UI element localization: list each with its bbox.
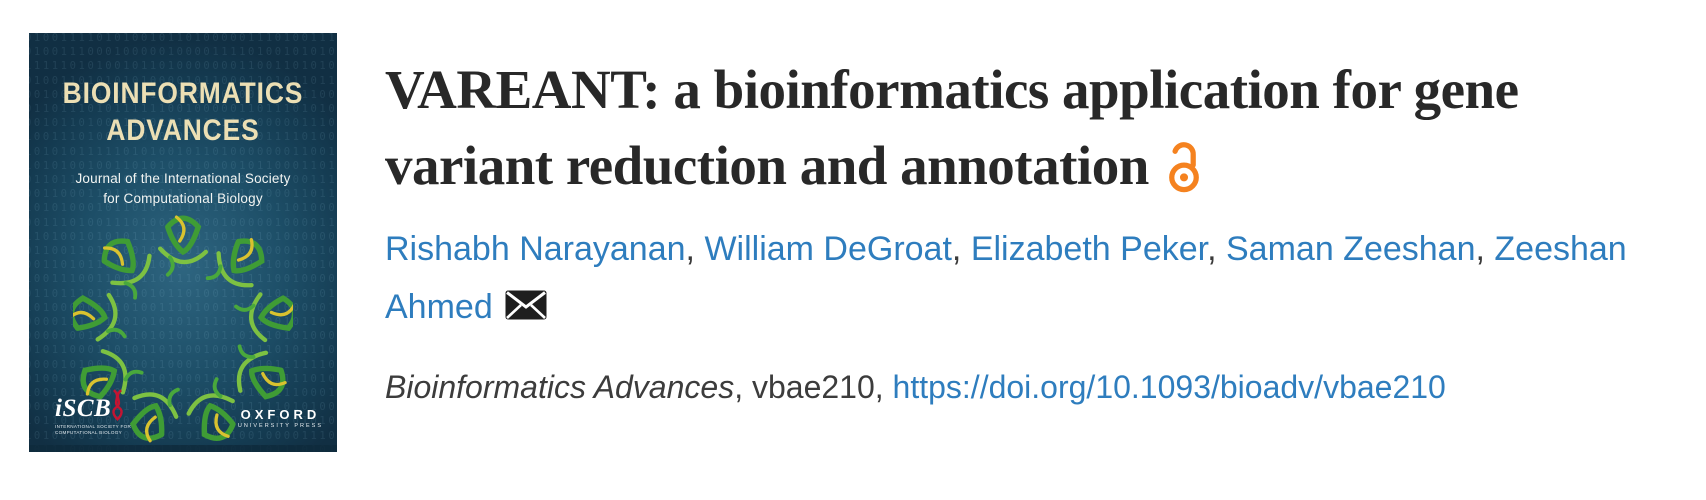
journal-subtitle: Journal of the International Society for… [29, 169, 337, 209]
oup-logo: OXFORD UNIVERSITY PRESS [238, 408, 323, 430]
journal-cover[interactable]: 0100111101010010110100000111010011101001… [29, 33, 337, 452]
author-separator: , [1207, 230, 1226, 268]
author-link[interactable]: Elizabeth Peker [970, 230, 1208, 268]
open-access-icon[interactable] [1163, 138, 1205, 194]
iscb-sub-line1: INTERNATIONAL SOCIETY FOR [55, 424, 132, 429]
article-header: VAREANT: a bioinformatics application fo… [385, 52, 1680, 408]
citation-middle: , vbae210, [734, 369, 893, 405]
article-title-text: VAREANT: a bioinformatics application fo… [385, 59, 1519, 196]
oup-logo-line2: UNIVERSITY PRESS [237, 423, 323, 429]
author-separator: , [951, 230, 971, 268]
journal-title-line2: ADVANCES [106, 114, 260, 147]
author-link[interactable]: Rishabh Narayanan [385, 230, 686, 268]
article-title: VAREANT: a bioinformatics application fo… [385, 52, 1680, 204]
journal-subtitle-line2: for Computational Biology [103, 191, 263, 206]
journal-title-line1: BIOINFORMATICS [62, 77, 304, 110]
authors-list: Rishabh Narayanan, William DeGroat, Eliz… [385, 230, 1627, 326]
journal-subtitle-line1: Journal of the International Society [75, 171, 291, 186]
email-envelope-icon[interactable] [505, 290, 547, 320]
author-separator: , [685, 230, 705, 268]
doi-link[interactable]: https://doi.org/10.1093/bioadv/vbae210 [892, 369, 1446, 405]
author-link[interactable]: William DeGroat [704, 230, 952, 268]
journal-name: Bioinformatics Advances [385, 369, 735, 405]
iscb-logo-text: iSCB [55, 395, 112, 422]
oup-logo-line1: OXFORD [240, 407, 321, 422]
iscb-logo: iSCB INTERNATIONAL SOCIETY FOR COMPUTATI… [55, 389, 131, 436]
iscb-dna-icon [112, 389, 123, 421]
author-link[interactable]: Zeeshan Ahmed [385, 230, 1627, 326]
journal-title: BIOINFORMATICS ADVANCES [47, 75, 318, 149]
author-list: Rishabh Narayanan, William DeGroat, Eliz… [385, 220, 1680, 336]
citation-line: Bioinformatics Advances, vbae210, https:… [385, 366, 1680, 408]
author-link[interactable]: Saman Zeeshan [1226, 230, 1476, 268]
author-separator: , [1475, 230, 1495, 268]
iscb-sub-line2: COMPUTATIONAL BIOLOGY [55, 430, 122, 435]
